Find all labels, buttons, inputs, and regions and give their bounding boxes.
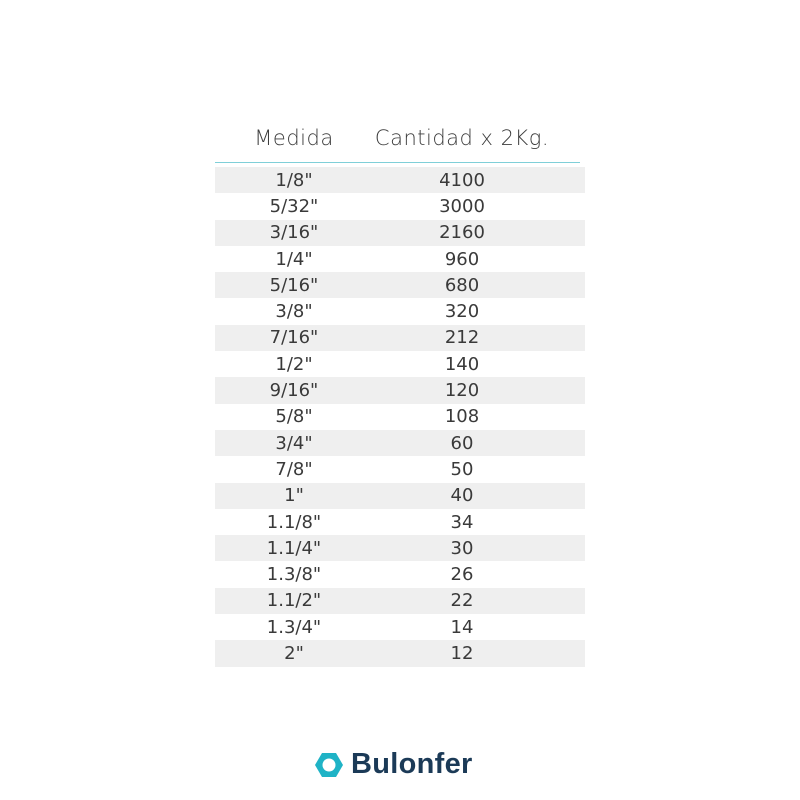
hexagon-icon [315, 752, 343, 777]
cell-medida: 1/4" [275, 248, 313, 270]
cell-medida: 1.1/2" [266, 590, 322, 612]
cell-cantidad: 4100 [439, 169, 485, 191]
cell-cantidad: 680 [444, 274, 480, 296]
table-row: 1.1/2" 22 [215, 587, 585, 615]
cell-cantidad: 30 [450, 537, 474, 559]
cell-cantidad: 40 [450, 485, 474, 507]
cell-cantidad: 108 [444, 406, 480, 428]
cell-medida: 7/16" [269, 327, 319, 349]
cell-cantidad: 212 [444, 327, 480, 349]
table-row: 3/4" 60 [215, 429, 585, 457]
table-row: 7/8" 50 [215, 456, 585, 482]
cell-cantidad: 140 [444, 353, 480, 375]
table-row: 9/16" 120 [215, 377, 585, 404]
cell-medida: 1.1/4" [266, 537, 322, 559]
cell-medida: 5/8" [275, 406, 313, 428]
cell-medida: 5/16" [269, 274, 319, 296]
cell-medida: 3/16" [269, 222, 319, 244]
table-row: 3/8" 320 [215, 298, 585, 324]
cell-medida: 1.3/8" [266, 564, 322, 586]
table-row: 1/2" 140 [215, 351, 585, 377]
cell-cantidad: 34 [450, 511, 474, 533]
cell-cantidad: 320 [444, 301, 480, 323]
cell-cantidad: 12 [450, 642, 474, 664]
cell-medida: 3/4" [275, 432, 313, 454]
cell-medida: 2" [284, 642, 304, 664]
cell-cantidad: 22 [450, 590, 474, 612]
header-cantidad: Cantidad x 2Kg. [374, 126, 550, 150]
table-row: 1.1/8" 34 [215, 509, 585, 535]
cell-medida: 1.3/4" [266, 616, 322, 638]
cell-cantidad: 3000 [439, 195, 485, 217]
table-row: 5/16" 680 [215, 272, 585, 299]
cell-cantidad: 26 [450, 564, 474, 586]
cell-medida: 1/2" [275, 353, 313, 375]
header-medida: Medida [254, 126, 334, 150]
table-row: 2" 12 [215, 640, 585, 667]
table-row: 1.1/4" 30 [215, 535, 585, 562]
cell-cantidad: 120 [444, 380, 480, 402]
cell-medida: 3/8" [275, 301, 313, 323]
cell-medida: 7/8" [275, 458, 313, 480]
cell-medida: 1" [284, 485, 304, 507]
cell-medida: 5/32" [269, 195, 319, 217]
table-row: 5/32" 3000 [215, 193, 585, 219]
brand-name: Bulonfer [351, 748, 473, 780]
cell-medida: 1/8" [275, 169, 313, 191]
cell-cantidad: 2160 [439, 222, 485, 244]
table-row: 1.3/8" 26 [215, 561, 585, 587]
table-row: 3/16" 2160 [215, 219, 585, 246]
brand-logo: Bulonfer [314, 748, 473, 781]
table-row: 7/16" 212 [215, 324, 585, 352]
cell-cantidad: 60 [450, 432, 474, 454]
table-row: 5/8" 108 [215, 404, 585, 430]
table-row: 1/8" 4100 [215, 167, 585, 194]
table-row: 1/4" 960 [215, 246, 585, 272]
header-divider [215, 162, 580, 163]
cell-medida: 9/16" [269, 380, 319, 402]
cell-medida: 1.1/8" [266, 511, 322, 533]
cell-cantidad: 960 [444, 248, 480, 270]
cell-cantidad: 50 [450, 458, 474, 480]
size-quantity-table: 1/8" 4100 5/32" 3000 3/16" 2160 1/4" 960 5/16" 68… [215, 167, 585, 667]
table-row: 1.3/4" 14 [215, 614, 585, 640]
table-row: 1" 40 [215, 482, 585, 509]
cell-cantidad: 14 [450, 616, 474, 638]
